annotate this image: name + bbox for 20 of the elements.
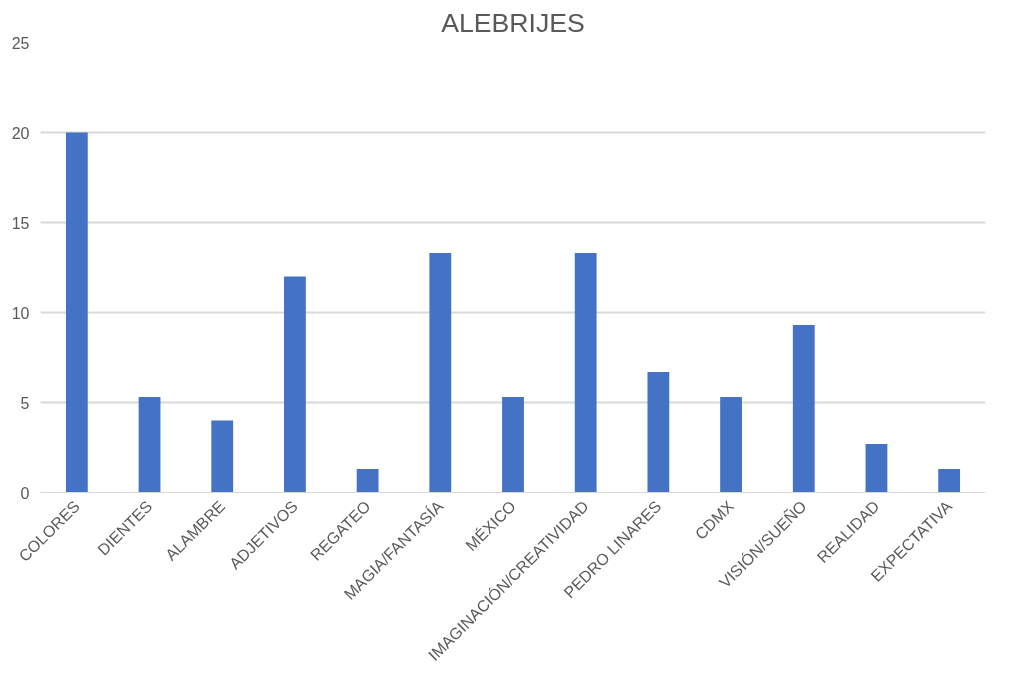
y-tick-label: 20 (11, 124, 30, 142)
bar (938, 469, 961, 493)
bar (574, 253, 597, 493)
y-tick-label: 25 (11, 34, 30, 52)
bar (502, 397, 524, 493)
bar (138, 397, 161, 493)
bar (720, 397, 742, 493)
bar (211, 420, 234, 493)
bar (792, 325, 815, 493)
y-tick-label: 15 (11, 214, 30, 232)
bar (865, 443, 888, 493)
bar (284, 276, 306, 493)
bar (429, 253, 452, 493)
bar (65, 132, 88, 493)
bar (356, 469, 379, 493)
bar (647, 371, 670, 493)
y-tick-label: 10 (11, 304, 30, 322)
y-tick-label: 0 (20, 484, 30, 502)
chart-title: ALEBRIJES (441, 7, 585, 38)
y-tick-label: 5 (20, 394, 30, 412)
